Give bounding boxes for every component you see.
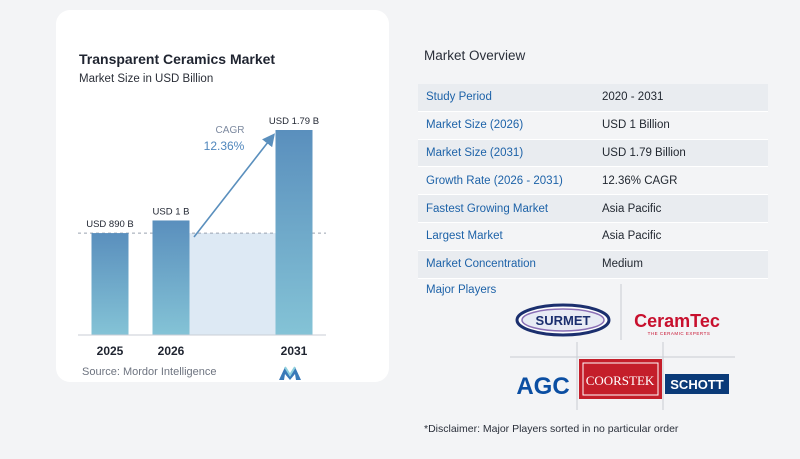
ceramtec-tagline: THE CERAMIC EXPERTS bbox=[648, 331, 711, 336]
overview-label: Market Size (2031) bbox=[426, 146, 524, 159]
market-overview-table: Study Period 2020 - 2031 Market Size (20… bbox=[418, 84, 768, 279]
ceramtec-logo: CeramTec THE CERAMIC EXPERTS bbox=[634, 311, 720, 336]
overview-value: Medium bbox=[602, 258, 643, 271]
x-tick-label: 2031 bbox=[281, 344, 308, 358]
disclaimer: *Disclaimer: Major Players sorted in no … bbox=[424, 423, 679, 435]
bar-2025 bbox=[91, 233, 129, 335]
overview-value: Asia Pacific bbox=[602, 230, 662, 243]
overview-row: Market Size (2031) USD 1.79 Billion bbox=[418, 139, 768, 168]
overview-label: Fastest Growing Market bbox=[426, 202, 549, 215]
agc-logo: AGC bbox=[516, 373, 569, 400]
overview-label: Growth Rate (2026 - 2031) bbox=[426, 174, 563, 187]
overview-value: USD 1 Billion bbox=[602, 119, 670, 132]
overview-label: Market Concentration bbox=[426, 258, 536, 271]
cagr-value: 12.36% bbox=[204, 139, 245, 153]
source-note: Source: Mordor Intelligence bbox=[82, 366, 217, 378]
major-players-logos: SURMET CeramTec THE CERAMIC EXPERTS AGC … bbox=[510, 284, 735, 410]
schott-logo: SCHOTT bbox=[665, 374, 729, 394]
x-tick-label: 2025 bbox=[97, 344, 124, 358]
overview-value: 12.36% CAGR bbox=[602, 174, 678, 187]
mordor-intelligence-logo-icon bbox=[279, 366, 301, 380]
bar-value-label: USD 1 B bbox=[153, 206, 190, 217]
schott-logo-text: SCHOTT bbox=[670, 377, 724, 392]
x-tick-label: 2026 bbox=[158, 344, 185, 358]
bar-value-label: USD 890 B bbox=[86, 219, 134, 230]
ceramtec-logo-text: CeramTec bbox=[634, 311, 720, 331]
overview-label: Study Period bbox=[426, 91, 492, 104]
surmet-logo: SURMET bbox=[515, 303, 611, 337]
surmet-logo-text: SURMET bbox=[536, 313, 591, 328]
bar-2031 bbox=[275, 130, 313, 335]
overview-label: Largest Market bbox=[426, 230, 503, 243]
overview-row: Growth Rate (2026 - 2031) 12.36% CAGR bbox=[418, 167, 768, 196]
overview-value: USD 1.79 Billion bbox=[602, 146, 686, 159]
overview-row: Market Concentration Medium bbox=[418, 250, 768, 279]
bar-value-label: USD 1.79 B bbox=[269, 116, 319, 127]
bar-2026 bbox=[152, 220, 190, 335]
bar-chart: USD 890 B 2025 USD 1 B 2026 USD 1.79 B 2031 C… bbox=[78, 116, 326, 358]
overview-value: 2020 - 2031 bbox=[602, 91, 664, 104]
overview-row: Market Size (2026) USD 1 Billion bbox=[418, 111, 768, 140]
overview-label: Market Size (2026) bbox=[426, 119, 524, 132]
overview-row: Largest Market Asia Pacific bbox=[418, 222, 768, 251]
cagr-arrow bbox=[193, 133, 275, 238]
chart-title: Transparent Ceramics Market bbox=[79, 51, 276, 67]
overview-row: Fastest Growing Market Asia Pacific bbox=[418, 195, 768, 223]
market-overview-title: Market Overview bbox=[424, 48, 526, 63]
coorstek-logo-text: COORSTEK bbox=[586, 373, 655, 388]
chart-subtitle: Market Size in USD Billion bbox=[79, 73, 214, 85]
overview-row: Study Period 2020 - 2031 bbox=[418, 84, 768, 112]
overview-value: Asia Pacific bbox=[602, 202, 662, 215]
major-players-title: Major Players bbox=[426, 284, 497, 296]
chart-card: Transparent Ceramics Market Market Size … bbox=[56, 10, 389, 382]
cagr-label: CAGR bbox=[216, 125, 245, 136]
coorstek-logo: COORSTEK bbox=[579, 359, 662, 399]
